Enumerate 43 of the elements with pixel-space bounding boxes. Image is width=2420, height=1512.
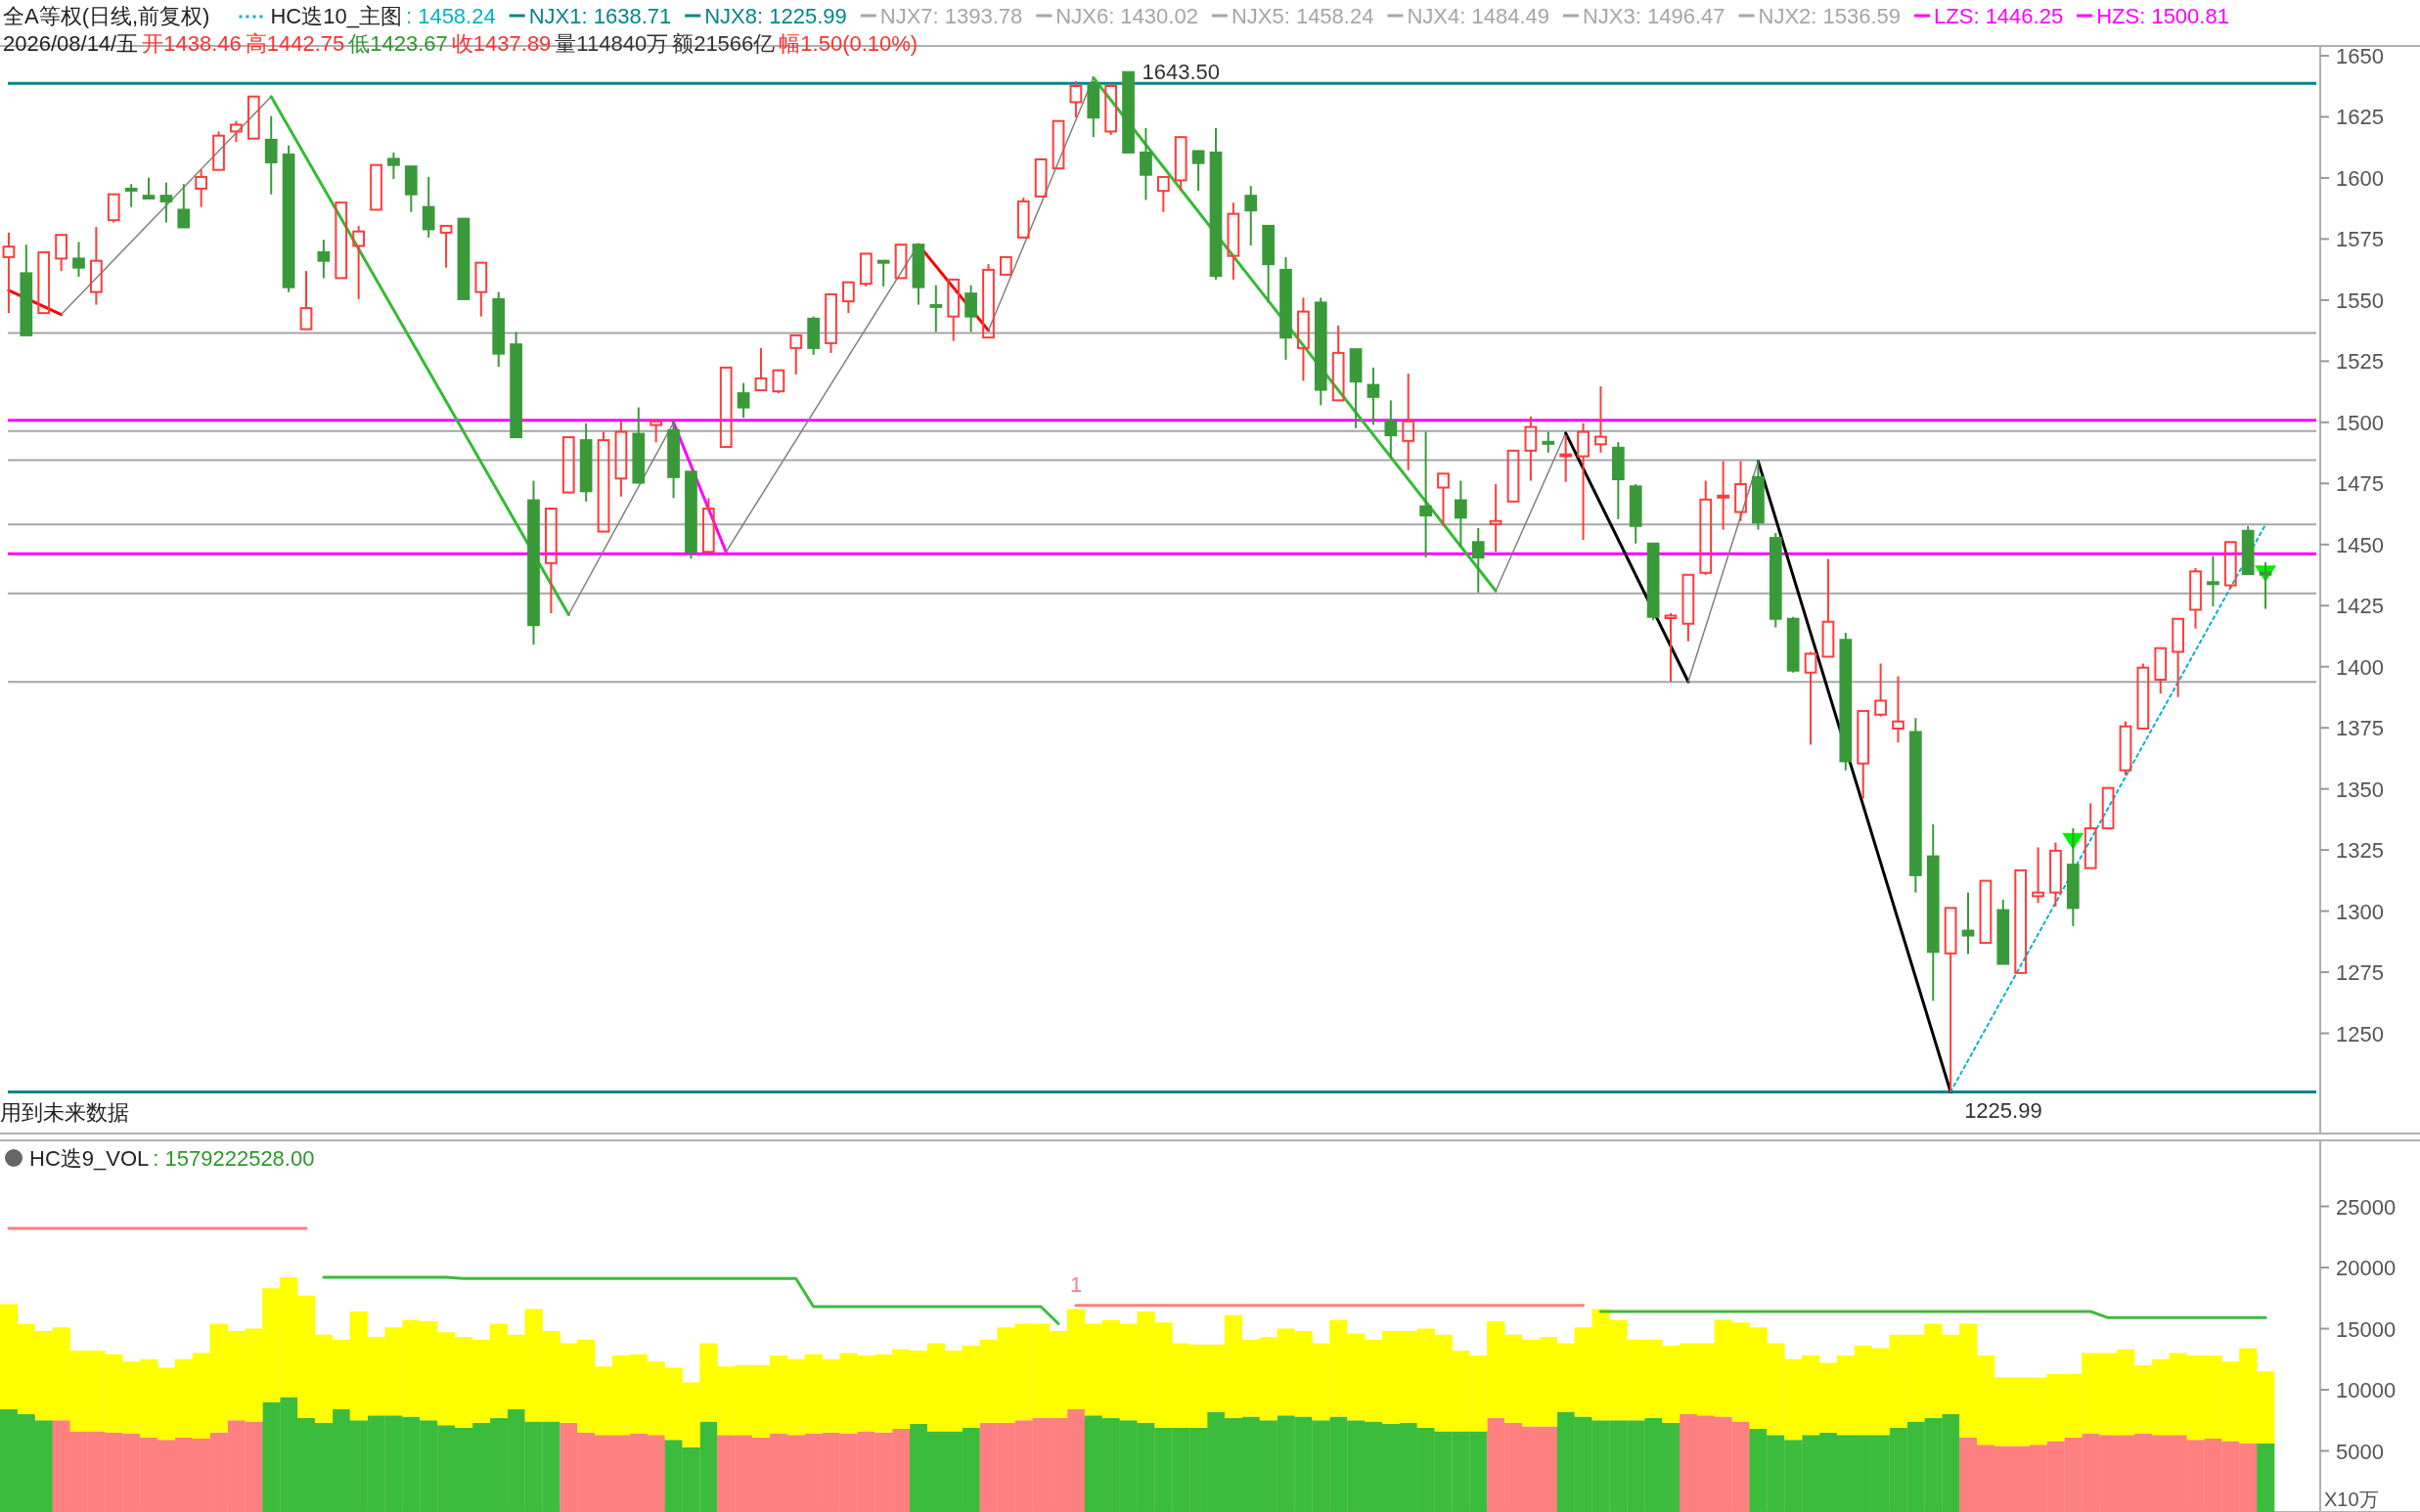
y-tick-label: 15000 xyxy=(2336,1316,2397,1342)
y-tick-label: 1300 xyxy=(2336,899,2384,924)
y-tick-label: 1575 xyxy=(2336,227,2384,252)
legend-label: NJX5: 1458.24 xyxy=(1231,4,1374,28)
y-tick-label: 1275 xyxy=(2336,960,2384,986)
chart-subtitle: 2026/08/14/五 开1438.46 高1442.75 低1423.67 收1437.89 量114840万 额21566亿 幅1.50(0.10%) xyxy=(3,31,919,56)
legend-label: NJX4: 1484.49 xyxy=(1407,4,1549,28)
y-axis-title: X10万 xyxy=(2324,1489,2379,1510)
y-tick-label: 20000 xyxy=(2336,1256,2397,1280)
legend-label: HZS: 1500.81 xyxy=(2096,4,2229,28)
y-tick-label: 10000 xyxy=(2336,1378,2397,1402)
chart-title: HC迭9_VOL xyxy=(29,1146,150,1171)
legend-label: LZS: 1446.25 xyxy=(1934,4,2064,28)
legend-label: NJX3: 1496.47 xyxy=(1582,4,1725,28)
y-tick-label: 1400 xyxy=(2336,654,2384,680)
y-tick-label: 1250 xyxy=(2336,1021,2384,1046)
text: : 1458.24 xyxy=(405,4,496,28)
series-label: 1 xyxy=(1069,1271,1083,1297)
y-tick-label: 25000 xyxy=(2336,1194,2397,1220)
y-tick-label: 1425 xyxy=(2336,594,2384,619)
y-tick-label: 1350 xyxy=(2336,777,2384,802)
y-tick-label: 5000 xyxy=(2336,1439,2384,1464)
y-tick-label: 1325 xyxy=(2336,838,2384,864)
y-tick-label: 1500 xyxy=(2336,410,2384,435)
legend-label: NJX6: 1430.02 xyxy=(1055,4,1198,28)
y-tick-label: 1600 xyxy=(2336,165,2384,191)
legend-label: NJX7: 1393.78 xyxy=(879,4,1023,28)
annotation: 1225.99 xyxy=(1964,1097,2042,1123)
y-tick-label: 1450 xyxy=(2336,532,2384,557)
y-tick-label: 1650 xyxy=(2336,44,2384,68)
chart-title: 全A等权(日线,前复权) xyxy=(3,4,210,28)
annotation: 1643.50 xyxy=(1142,60,1221,85)
annotation: : 1579222528.00 xyxy=(153,1146,315,1171)
y-tick-label: 1475 xyxy=(2336,471,2384,497)
legend-label: HC迭10_主图 xyxy=(270,4,402,28)
y-tick-label: 1625 xyxy=(2336,105,2384,130)
y-tick-label: 1550 xyxy=(2336,288,2384,313)
y-tick-label: 1525 xyxy=(2336,349,2384,375)
y-tick-label: 1375 xyxy=(2336,716,2384,741)
annotation: 用到未来数据 xyxy=(0,1100,129,1125)
legend-label: NJX2: 1536.59 xyxy=(1758,4,1902,28)
legend-label: NJX8: 1225.99 xyxy=(704,4,847,28)
legend-label: NJX1: 1638.71 xyxy=(528,4,672,28)
